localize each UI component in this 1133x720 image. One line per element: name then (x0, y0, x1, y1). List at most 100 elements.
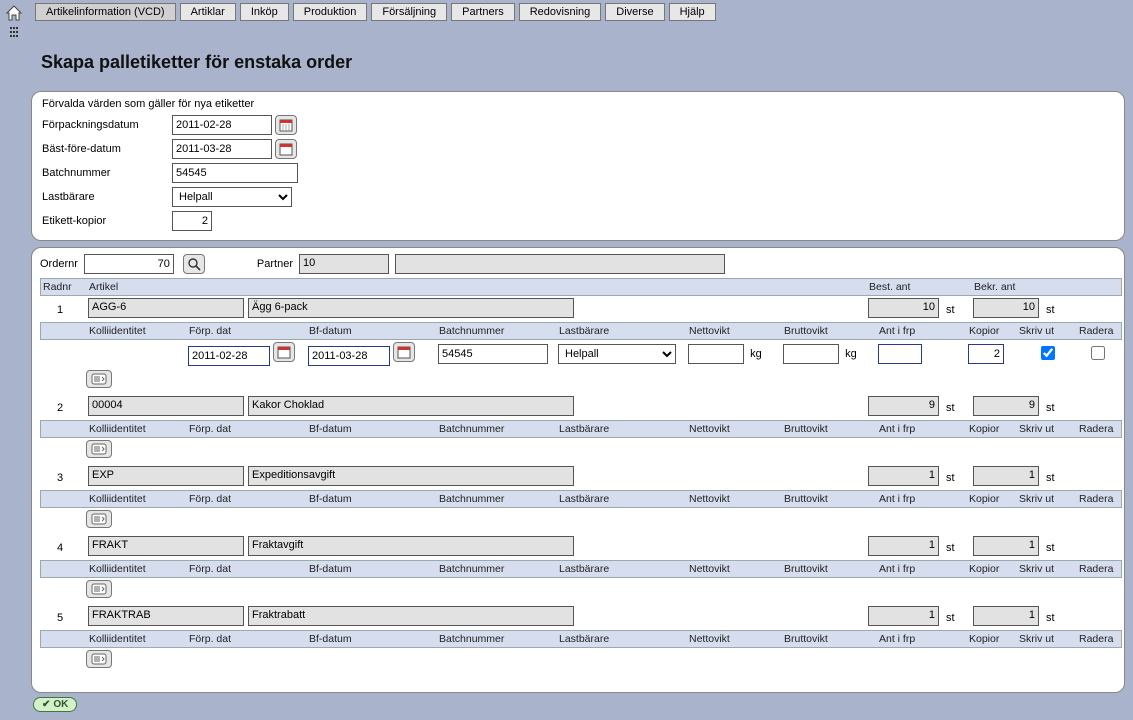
detail-expand-row (40, 438, 1122, 464)
col-bf: Bf-datum (309, 493, 439, 505)
col-kopior: Kopior (969, 633, 1019, 645)
article-desc: Ägg 6-pack (248, 298, 574, 318)
best-ant: 9 (868, 396, 939, 416)
detail-ant-input[interactable] (878, 344, 922, 364)
home-icon[interactable] (5, 5, 23, 21)
col-radera: Radera (1079, 493, 1119, 505)
col-kolli: Kolliidentitet (89, 563, 189, 575)
tab-diverse[interactable]: Diverse (605, 3, 664, 21)
table-row: 1AGG-6Ägg 6-pack10st10st (40, 296, 1122, 322)
article-code: FRAKTRAB (88, 606, 244, 626)
detail-forp-input[interactable] (188, 346, 270, 366)
col-netto: Nettovikt (689, 493, 784, 505)
tab-hj-lp[interactable]: Hjälp (669, 3, 716, 21)
detail-expand-icon[interactable] (86, 650, 112, 668)
detail-expand-row (40, 368, 1122, 394)
tab-produktion[interactable]: Produktion (293, 3, 368, 21)
col-netto: Nettovikt (689, 423, 784, 435)
tab-partners[interactable]: Partners (451, 3, 515, 21)
best-before-input[interactable] (172, 139, 272, 159)
table-row: 200004Kakor Choklad9st9st (40, 394, 1122, 420)
col-ant: Ant i frp (879, 563, 969, 575)
sub-header: KolliidentitetFörp. datBf-datumBatchnumm… (40, 490, 1122, 508)
best-ant: 1 (868, 536, 939, 556)
detail-forp-calendar-icon[interactable] (273, 342, 295, 362)
defaults-panel: Förvalda värden som gäller för nya etike… (31, 91, 1125, 241)
col-batch: Batchnummer (439, 325, 559, 337)
col-radera: Radera (1079, 325, 1119, 337)
pack-date-calendar-icon[interactable] (275, 115, 297, 135)
col-last: Lastbärare (559, 633, 689, 645)
detail-expand-icon[interactable] (86, 510, 112, 528)
detail-last-select[interactable]: Helpall (558, 344, 676, 364)
table-row: 4FRAKTFraktavgift1st1st (40, 534, 1122, 560)
row-number: 5 (42, 612, 88, 624)
unit-st: st (943, 304, 973, 316)
tab-artikelinformation-vcd-[interactable]: Artikelinformation (VCD) (35, 3, 176, 21)
article-code: EXP (88, 466, 244, 486)
detail-netto-input[interactable] (688, 344, 744, 364)
unit-st: st (943, 472, 973, 484)
partner-label: Partner (257, 258, 293, 270)
col-forp: Förp. dat (189, 423, 309, 435)
detail-brutto-input[interactable] (783, 344, 839, 364)
col-kopior: Kopior (969, 325, 1019, 337)
col-radnr: Radnr (43, 281, 89, 293)
best-before-calendar-icon[interactable] (275, 139, 297, 159)
col-skriv: Skriv ut (1019, 325, 1079, 337)
col-brutto: Bruttovikt (784, 563, 879, 575)
col-skriv: Skriv ut (1019, 563, 1079, 575)
unit-st: st (1043, 542, 1073, 554)
detail-bf-calendar-icon[interactable] (393, 342, 415, 362)
row-number: 4 (42, 542, 88, 554)
unit-st: st (943, 402, 973, 414)
tab-redovisning[interactable]: Redovisning (519, 3, 602, 21)
col-brutto: Bruttovikt (784, 633, 879, 645)
tab-f-rs-ljning[interactable]: Försäljning (371, 3, 447, 21)
sub-header: KolliidentitetFörp. datBf-datumBatchnumm… (40, 630, 1122, 648)
ok-button[interactable]: OK (33, 697, 77, 712)
detail-input-row: Helpall kg kg (40, 340, 1122, 368)
col-last: Lastbärare (559, 423, 689, 435)
detail-bf-input[interactable] (308, 346, 390, 366)
detail-skriv-checkbox[interactable] (1041, 346, 1055, 360)
article-desc: Expeditionsavgift (248, 466, 574, 486)
carrier-label: Lastbärare (42, 191, 172, 203)
detail-kopior-input[interactable] (968, 344, 1004, 364)
col-brutto: Bruttovikt (784, 493, 879, 505)
col-bf: Bf-datum (309, 633, 439, 645)
col-bf: Bf-datum (309, 423, 439, 435)
defaults-section-title: Förvalda värden som gäller för nya etike… (42, 98, 1114, 110)
sub-header: KolliidentitetFörp. datBf-datumBatchnumm… (40, 322, 1122, 340)
col-netto: Nettovikt (689, 325, 784, 337)
detail-expand-icon[interactable] (86, 370, 112, 388)
best-before-label: Bäst-före-datum (42, 143, 172, 155)
col-ant: Ant i frp (879, 493, 969, 505)
grid-header: Radnr Artikel Best. ant Bekr. ant (40, 278, 1122, 296)
detail-expand-icon[interactable] (86, 580, 112, 598)
detail-radera-checkbox[interactable] (1091, 346, 1105, 360)
col-batch: Batchnummer (439, 493, 559, 505)
carrier-select[interactable]: Helpall (172, 187, 292, 207)
copies-input[interactable] (172, 211, 212, 231)
article-desc: Fraktrabatt (248, 606, 574, 626)
col-skriv: Skriv ut (1019, 493, 1079, 505)
detail-expand-icon[interactable] (86, 440, 112, 458)
col-last: Lastbärare (559, 563, 689, 575)
ordernr-search-icon[interactable] (183, 254, 205, 274)
row-number: 1 (42, 304, 88, 316)
col-skriv: Skriv ut (1019, 423, 1079, 435)
pack-date-input[interactable] (172, 115, 272, 135)
unit-st: st (943, 542, 973, 554)
detail-batch-input[interactable] (438, 344, 548, 364)
dock-grip-icon[interactable] (2, 27, 25, 37)
ordernr-input[interactable] (84, 254, 174, 274)
tab-artiklar[interactable]: Artiklar (180, 3, 236, 21)
tab-ink-p[interactable]: Inköp (240, 3, 289, 21)
batch-input[interactable] (172, 163, 298, 183)
article-code: 00004 (88, 396, 244, 416)
col-kolli: Kolliidentitet (89, 493, 189, 505)
col-skriv: Skriv ut (1019, 633, 1079, 645)
col-batch: Batchnummer (439, 633, 559, 645)
unit-st: st (1043, 472, 1073, 484)
